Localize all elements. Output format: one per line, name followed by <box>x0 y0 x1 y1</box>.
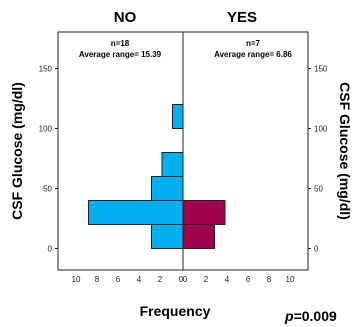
panel-title-yes: YES <box>227 9 257 26</box>
bar-no-3 <box>161 152 184 177</box>
n-label-no: n=18 <box>111 39 130 48</box>
x-tick-label-11: 10 <box>286 275 295 284</box>
y-tick-label-left-1: 50 <box>43 185 52 194</box>
x-tick-label-9: 6 <box>246 275 251 284</box>
n-label-yes: n=7 <box>246 39 261 48</box>
x-tick-label-6: 0 <box>183 275 188 284</box>
bar-yes-0 <box>182 224 215 249</box>
x-axis-title: Frequency <box>140 303 211 319</box>
bar-yes-1 <box>182 200 226 225</box>
bar-no-4 <box>172 104 184 129</box>
y-axis-title-right: CSF Glucose (mg/dl) <box>337 82 353 220</box>
y-tick-label-left-0: 0 <box>48 245 53 254</box>
x-tick-label-10: 8 <box>267 275 272 284</box>
x-tick-label-3: 4 <box>137 275 142 284</box>
x-tick-label-4: 2 <box>158 275 163 284</box>
y-axis-title-left: CSF Glucose (mg/dl) <box>9 82 25 220</box>
y-tick-label-left-3: 150 <box>39 65 53 74</box>
x-tick-label-5: 0 <box>179 275 184 284</box>
y-tick-label-right-3: 150 <box>314 65 328 74</box>
x-tick-label-8: 4 <box>225 275 230 284</box>
y-tick-label-right-2: 100 <box>314 125 328 134</box>
y-tick-label-right-0: 0 <box>314 245 319 254</box>
avg-label-no: Average range= 15.39 <box>79 50 162 59</box>
avg-label-yes: Average range= 6.86 <box>214 50 292 59</box>
x-tick-label-2: 6 <box>116 275 121 284</box>
x-tick-label-0: 10 <box>72 275 81 284</box>
bar-no-0 <box>151 224 184 249</box>
p-value: p=0.009 <box>284 308 337 324</box>
p-value-symbol: p <box>284 308 294 324</box>
bar-no-1 <box>88 200 184 225</box>
x-tick-label-1: 8 <box>95 275 100 284</box>
bar-no-2 <box>151 176 184 201</box>
y-tick-label-right-1: 50 <box>314 185 323 194</box>
panel-title-no: NO <box>114 9 137 26</box>
bars-layer <box>88 104 226 249</box>
x-tick-label-7: 2 <box>204 275 209 284</box>
p-value-number: =0.009 <box>294 308 337 324</box>
y-tick-label-left-2: 100 <box>39 125 53 134</box>
